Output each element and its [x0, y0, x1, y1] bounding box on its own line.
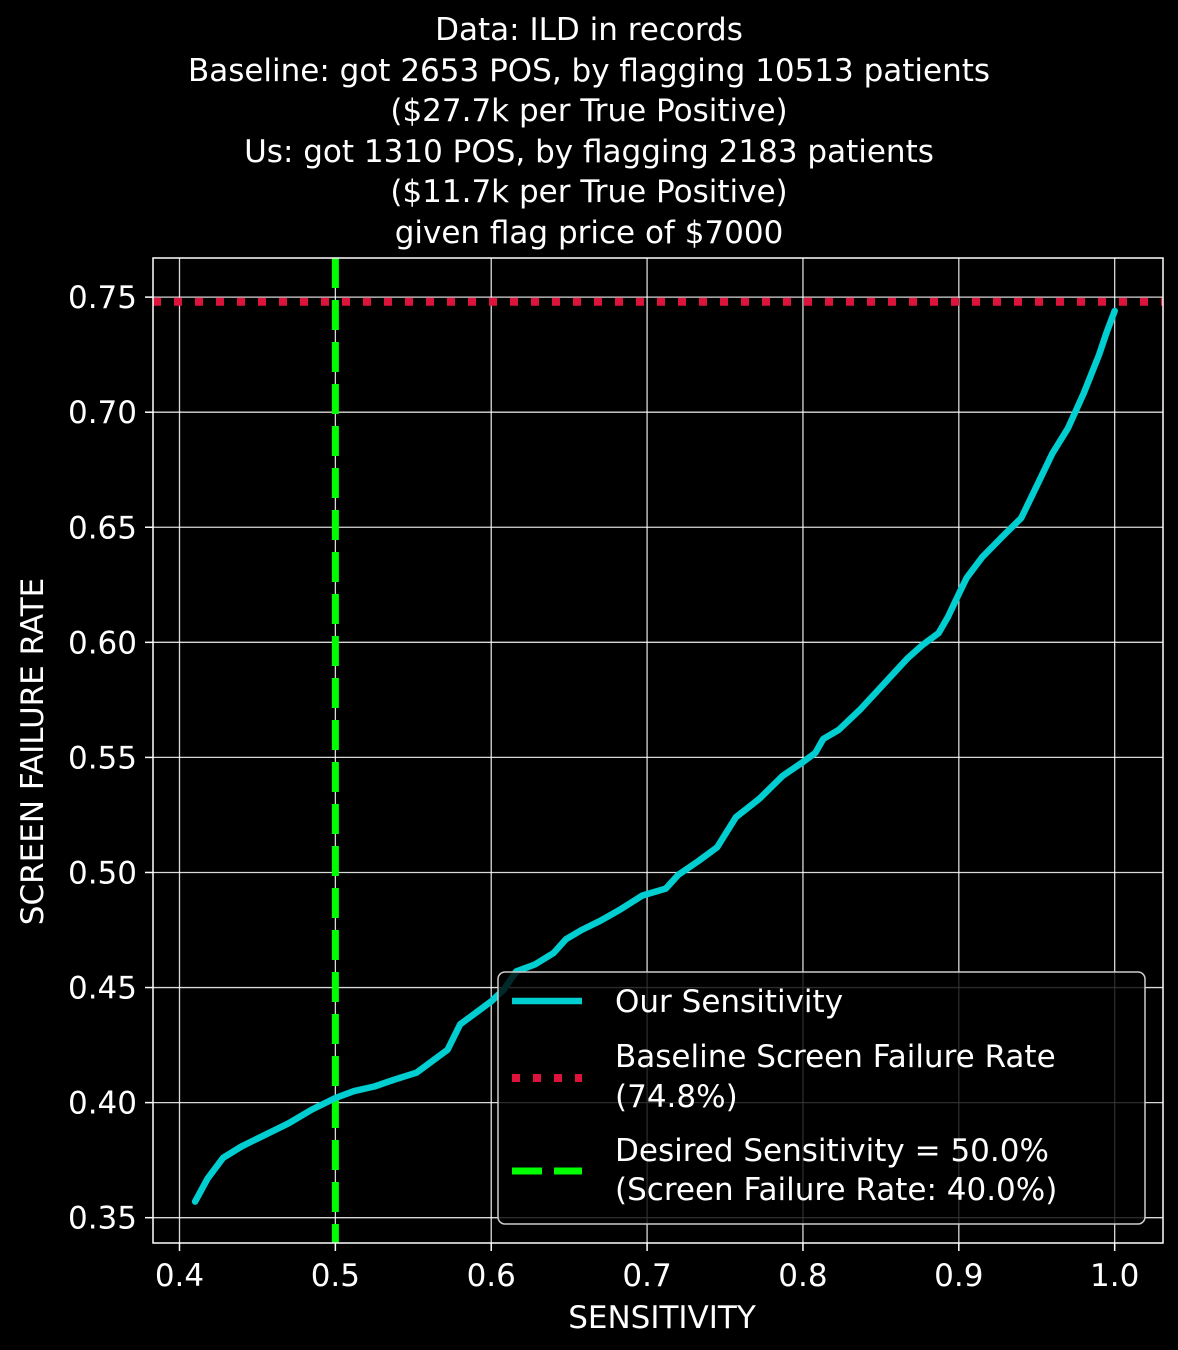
title-line-6: given flag price of $7000: [394, 215, 784, 251]
our-sensitivity-line: [191, 307, 1118, 1205]
y-tick-label: 0.50: [68, 855, 137, 891]
legend: Our Sensitivity Baseline Screen Failure R…: [497, 971, 1146, 1225]
legend-label-our-sensitivity: Our Sensitivity: [615, 984, 843, 1020]
legend-label-baseline-line-1: Baseline Screen Failure Rate: [615, 1039, 1056, 1075]
y-tick-label: 0.35: [68, 1201, 137, 1237]
x-tick-label: 0.6: [467, 1258, 516, 1294]
y-tick-label: 0.60: [68, 625, 137, 661]
y-tick-label: 0.40: [68, 1086, 137, 1122]
plot-area: [153, 258, 1163, 1243]
x-tick-label: 0.4: [155, 1258, 204, 1294]
title-line-4: Us: got 1310 POS, by flagging 2183 patie…: [244, 134, 934, 170]
x-tick-label: 0.5: [311, 1258, 360, 1294]
legend-label-desired-line-2: (Screen Failure Rate: 40.0%): [615, 1172, 1057, 1208]
x-tick-label: 1.0: [1090, 1258, 1139, 1294]
y-tick-label: 0.75: [68, 280, 137, 316]
y-axis-label: SCREEN FAILURE RATE: [15, 578, 51, 925]
legend-box: [497, 971, 1146, 1225]
title-line-2: Baseline: got 2653 POS, by flagging 1051…: [187, 53, 991, 89]
y-tick-label: 0.55: [68, 740, 137, 776]
title-line-5: ($11.7k per True Positive): [390, 174, 788, 210]
y-tick-label: 0.65: [68, 510, 137, 546]
plot-frame: [152, 257, 1164, 1244]
x-tick-label: 0.7: [622, 1258, 671, 1294]
y-tick-label: 0.70: [68, 395, 137, 431]
legend-label-desired-line-1: Desired Sensitivity = 50.0%: [615, 1133, 1049, 1169]
x-axis-label: SENSITIVITY: [568, 1300, 756, 1336]
title-line-3: ($27.7k per True Positive): [390, 93, 788, 129]
y-tick-label: 0.45: [68, 971, 137, 1007]
legend-label-baseline-line-2: (74.8%): [615, 1079, 738, 1115]
x-tick-label: 0.8: [778, 1258, 827, 1294]
x-tick-label: 0.9: [934, 1258, 983, 1294]
title-line-1: Data: ILD in records: [435, 12, 743, 48]
